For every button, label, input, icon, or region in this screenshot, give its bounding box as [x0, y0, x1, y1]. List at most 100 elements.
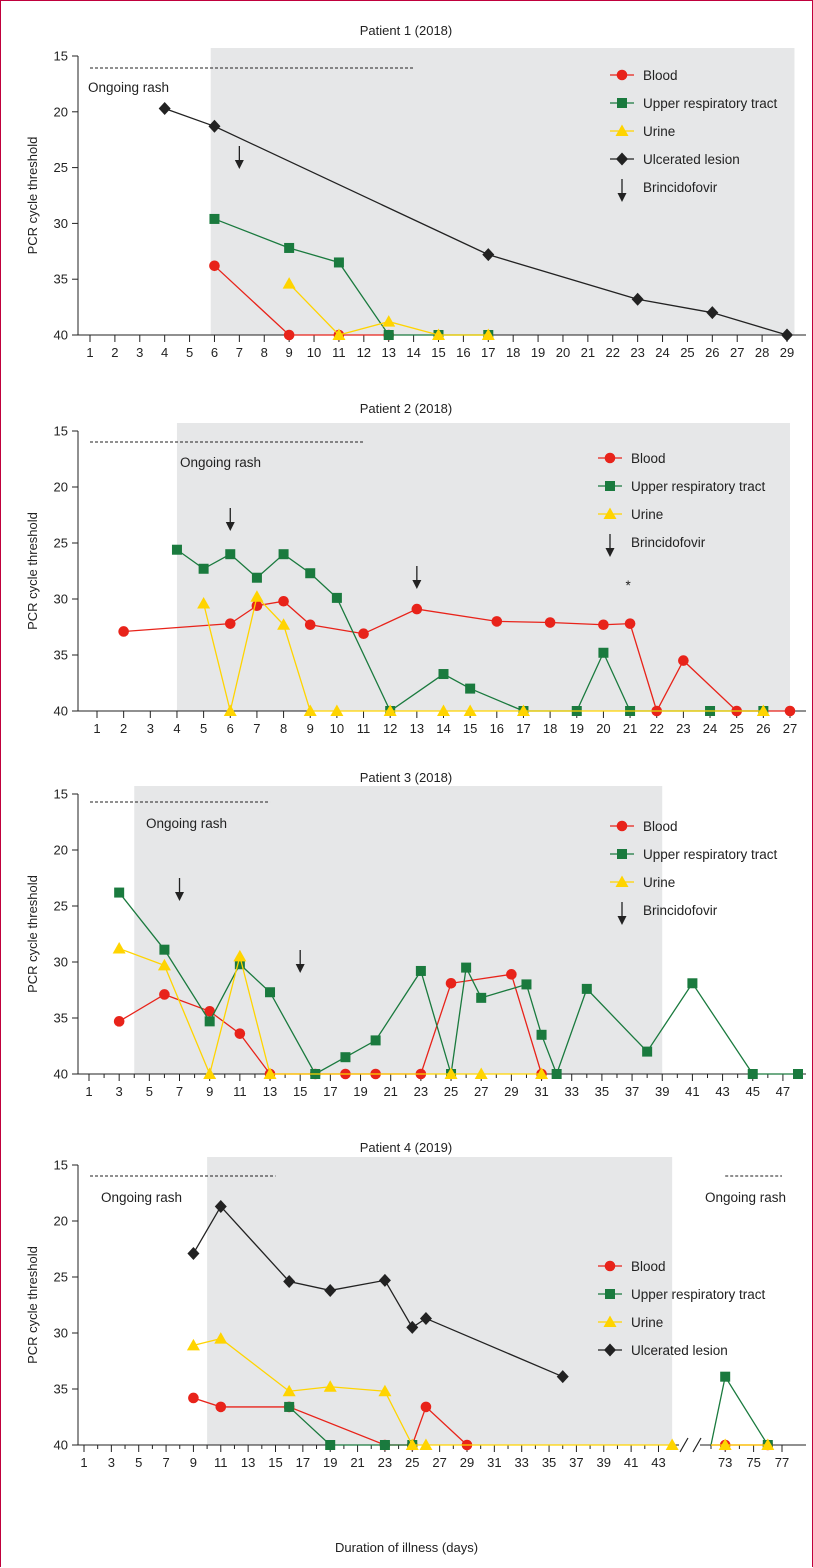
arrow-head — [234, 160, 244, 169]
x-tick-label: 5 — [186, 345, 193, 360]
data-point — [617, 98, 627, 108]
x-tick-label: 9 — [206, 1084, 213, 1099]
x-tick-label: 75 — [746, 1455, 760, 1470]
x-tick-label: 25 — [405, 1455, 419, 1470]
data-point — [556, 1370, 569, 1384]
y-tick-label: 30 — [54, 955, 68, 970]
chart-title: Patient 4 (2019) — [360, 1140, 453, 1155]
x-tick-label: 33 — [514, 1455, 528, 1470]
legend-item: Upper respiratory tract — [610, 96, 778, 111]
data-point — [263, 1067, 277, 1079]
y-tick-label: 15 — [54, 424, 68, 439]
x-tick-label: 73 — [718, 1455, 732, 1470]
data-point — [303, 704, 317, 716]
data-point — [581, 983, 592, 994]
x-axis-label: Duration of illness (days) — [334, 1540, 479, 1555]
legend-label: Blood — [631, 451, 666, 466]
series-line — [176, 549, 764, 712]
x-tick-label: 7 — [253, 721, 260, 736]
data-point — [603, 507, 617, 519]
data-point — [186, 1338, 200, 1351]
x-tick-label: 14 — [406, 345, 420, 360]
data-point — [324, 1283, 337, 1297]
x-tick-label: 39 — [597, 1455, 611, 1470]
legend-item: Urine — [610, 875, 675, 890]
x-tick-label: 17 — [516, 721, 530, 736]
legend-item: Upper respiratory tract — [598, 1287, 766, 1302]
data-point — [225, 549, 236, 560]
y-tick-label: 35 — [54, 1382, 68, 1397]
data-point — [118, 626, 129, 637]
x-tick-label: 43 — [651, 1455, 665, 1470]
legend-label: Ulcerated lesion — [643, 152, 740, 167]
x-tick-label: 13 — [381, 345, 395, 360]
x-tick-label: 11 — [214, 1455, 228, 1470]
asterisk-annotation: * — [625, 578, 631, 593]
data-point — [158, 101, 171, 115]
rash-label: Ongoing rash — [705, 1190, 786, 1205]
legend-item: Upper respiratory tract — [610, 847, 778, 862]
data-point — [506, 969, 517, 980]
arrow-head — [175, 892, 185, 901]
rash-label: Ongoing rash — [146, 816, 227, 831]
legend-item: Ulcerated lesion — [598, 1343, 728, 1358]
legend: Blood Upper respiratory tract Urine Ulcerat… — [598, 1259, 766, 1358]
data-point — [198, 563, 209, 574]
data-point — [551, 1069, 562, 1079]
x-tick-label: 25 — [729, 721, 743, 736]
x-tick-label: 23 — [378, 1455, 392, 1470]
y-tick-label: 25 — [54, 536, 68, 551]
data-point — [624, 618, 636, 629]
data-point — [204, 1005, 215, 1017]
y-tick-label: 15 — [54, 787, 68, 802]
series-ulcerated — [187, 1199, 569, 1384]
data-point — [204, 1016, 215, 1027]
x-tick-label: 6 — [211, 345, 218, 360]
x-tick-label: 11 — [233, 1084, 247, 1099]
data-point — [535, 1067, 549, 1079]
y-tick-label: 25 — [54, 899, 68, 914]
data-point — [604, 1260, 616, 1272]
x-tick-label: 2 — [111, 345, 118, 360]
y-tick-label: 15 — [54, 1158, 68, 1173]
chart-panel-1: Patient 1 (2018)Ongoing rash152025303540… — [25, 23, 806, 360]
y-tick-label: 40 — [54, 328, 68, 343]
data-point — [476, 992, 487, 1003]
data-point — [379, 1440, 390, 1450]
data-point — [438, 669, 449, 680]
x-tick-label: 21 — [350, 1455, 364, 1470]
data-point — [251, 600, 263, 612]
legend: Blood Upper respiratory tract Urine Ulcerat… — [610, 68, 778, 202]
data-point — [482, 248, 495, 262]
x-tick-label: 10 — [307, 345, 321, 360]
chart-panel-2: Patient 2 (2018)Ongoing rash152025303540… — [25, 401, 806, 736]
x-tick-label: 23 — [414, 1084, 428, 1099]
y-tick-label: 40 — [54, 1067, 68, 1082]
data-point — [215, 1401, 227, 1413]
x-tick-label: 43 — [715, 1084, 729, 1099]
data-point — [793, 1069, 803, 1079]
x-tick-label: 41 — [685, 1084, 699, 1099]
data-point — [330, 704, 344, 716]
y-tick-label: 30 — [54, 1326, 68, 1341]
legend-arrow-head — [617, 193, 627, 202]
data-point — [383, 704, 397, 716]
x-tick-label: 33 — [564, 1084, 578, 1099]
data-point — [157, 958, 171, 971]
x-tick-label: 3 — [147, 721, 154, 736]
y-tick-label: 35 — [54, 272, 68, 287]
legend-item: Urine — [598, 507, 663, 522]
x-tick-label: 17 — [323, 1084, 337, 1099]
data-point — [282, 277, 296, 289]
x-tick-label: 7 — [236, 345, 243, 360]
data-point — [234, 1028, 246, 1039]
legend-item: Brincidofovir — [617, 179, 718, 202]
data-point — [432, 328, 445, 340]
legend-item: Blood — [610, 68, 678, 83]
x-tick-label: 24 — [655, 345, 669, 360]
x-tick-label: 15 — [268, 1455, 282, 1470]
data-point — [747, 1069, 758, 1079]
data-point — [465, 683, 476, 694]
x-tick-label: 19 — [353, 1084, 367, 1099]
data-point — [536, 1029, 547, 1040]
